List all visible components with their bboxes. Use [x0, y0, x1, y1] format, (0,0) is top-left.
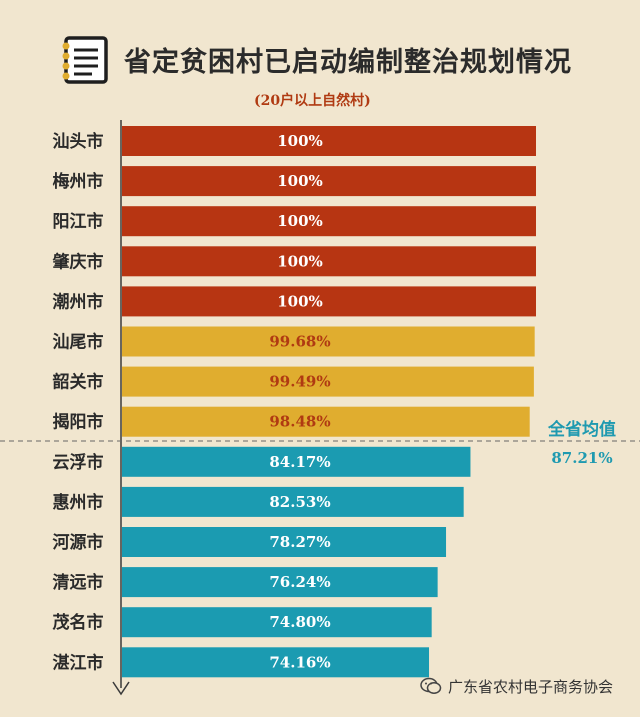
bar	[122, 607, 432, 638]
category-label: 揭阳市	[53, 412, 104, 433]
bar	[122, 126, 536, 156]
category-label: 肇庆市	[53, 251, 104, 272]
bar	[122, 326, 535, 357]
category-label: 湛江市	[53, 652, 104, 673]
bars-layer: 汕头市 100% 梅州市 100% 阳江市 100% 肇庆市 100% 潮州市 100% 汕尾市 99…	[53, 126, 536, 678]
chart-subtitle: (20户以上自然村)	[254, 93, 371, 109]
notebook-icon	[62, 36, 108, 84]
category-label: 惠州市	[53, 492, 104, 513]
bar	[122, 246, 536, 277]
value-label: 100%	[277, 252, 323, 270]
axis-arrow-icon	[112, 681, 130, 696]
watermark-text: 广东省农村电子商务协会	[448, 678, 614, 696]
value-label: 74.80%	[269, 613, 330, 631]
category-label: 汕头市	[53, 131, 104, 152]
category-label: 阳江市	[53, 211, 104, 232]
bar	[122, 286, 536, 317]
value-label: 76.24%	[269, 573, 330, 591]
bar	[122, 567, 438, 598]
category-label: 茂名市	[53, 612, 104, 633]
value-label: 100%	[277, 292, 323, 310]
wechat-icon	[420, 677, 442, 694]
average-value: 87.21%	[551, 449, 612, 467]
bar	[122, 366, 534, 397]
bar	[122, 446, 471, 477]
category-label: 河源市	[53, 532, 104, 553]
title-row: 省定贫困村已启动编制整治规划情况	[0, 30, 640, 90]
value-label: 74.16%	[269, 653, 330, 671]
category-label: 韶关市	[53, 372, 104, 393]
value-label: 99.49%	[269, 373, 330, 391]
category-label: 潮州市	[53, 291, 104, 312]
value-label: 78.27%	[269, 533, 330, 551]
average-label: 全省均值	[547, 419, 616, 440]
category-label: 汕尾市	[53, 332, 104, 353]
bar	[122, 206, 536, 237]
chart-title: 省定贫困村已启动编制整治规划情况	[124, 47, 572, 78]
value-label: 100%	[277, 172, 323, 190]
value-label: 82.53%	[269, 493, 330, 511]
value-label: 99.68%	[269, 333, 330, 351]
bar	[122, 647, 430, 678]
category-label: 梅州市	[53, 171, 104, 192]
value-label: 84.17%	[269, 453, 330, 471]
value-label: 100%	[277, 132, 323, 150]
value-label: 100%	[277, 212, 323, 230]
bar	[122, 166, 536, 197]
category-label: 清远市	[53, 572, 104, 593]
watermark: 广东省农村电子商务协会	[420, 676, 613, 697]
bar	[122, 406, 530, 437]
bar	[122, 486, 464, 517]
bar	[122, 527, 447, 557]
value-label: 98.48%	[269, 413, 330, 431]
category-label: 云浮市	[53, 452, 104, 473]
